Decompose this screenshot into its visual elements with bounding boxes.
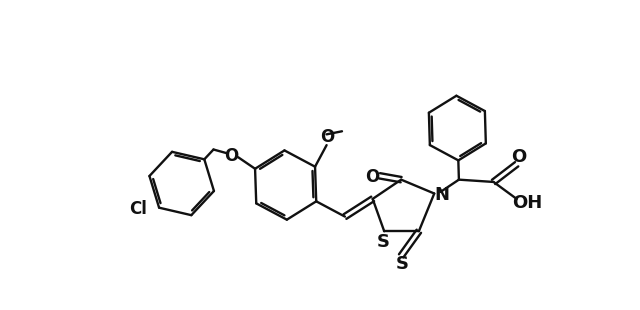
Text: Cl: Cl (129, 200, 147, 218)
Text: O: O (511, 148, 527, 166)
Text: O: O (224, 147, 238, 165)
Text: S: S (377, 233, 390, 251)
Text: OH: OH (512, 194, 543, 212)
Text: S: S (396, 255, 408, 272)
Text: N: N (435, 186, 449, 204)
Text: O: O (320, 128, 335, 146)
Text: O: O (365, 168, 380, 186)
